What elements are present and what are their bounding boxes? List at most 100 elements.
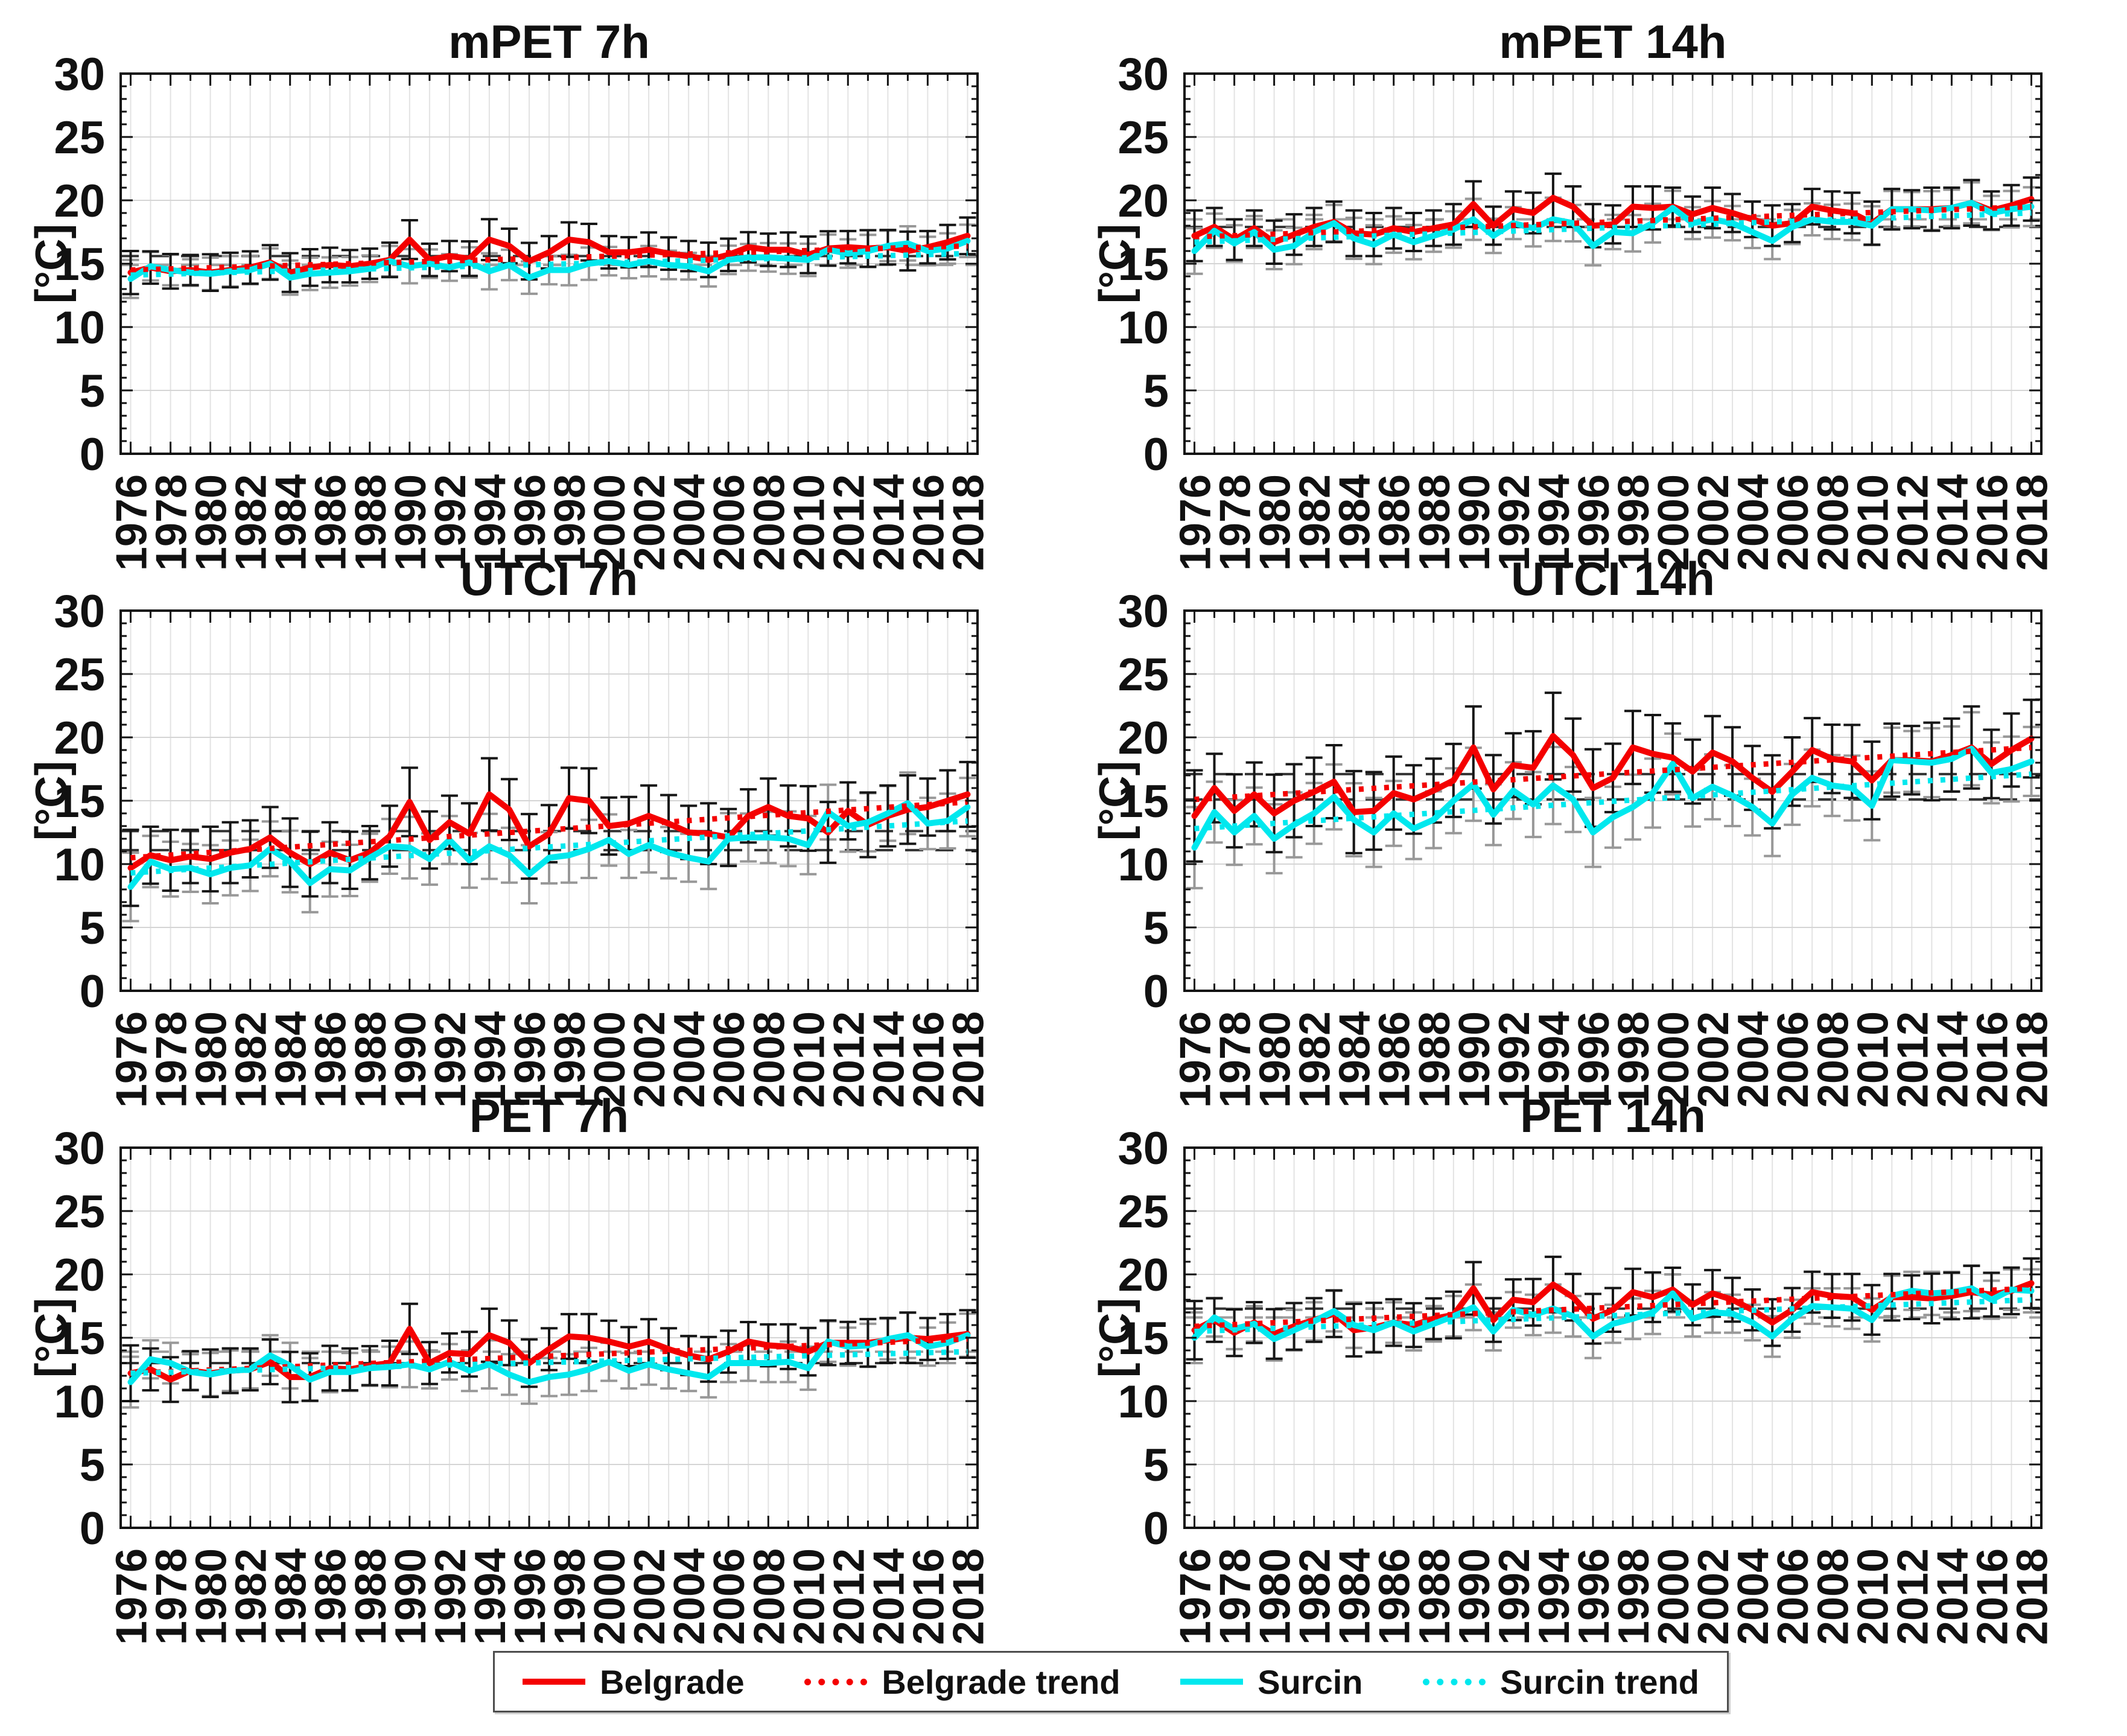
svg-text:10: 10	[1118, 1376, 1169, 1428]
svg-text:2012: 2012	[825, 1011, 873, 1108]
svg-text:2004: 2004	[1729, 1548, 1778, 1645]
svg-text:1984: 1984	[1331, 1011, 1379, 1108]
panel-utci-14h: 0 5 10 15 20 25 30 1976 1978 1980 1982 1984 1986 1988…	[1064, 537, 2127, 1108]
panel-title: PET 7h	[469, 1089, 629, 1142]
svg-text:1998: 1998	[1610, 474, 1658, 571]
svg-text:2016: 2016	[905, 1548, 953, 1645]
svg-text:10: 10	[54, 839, 105, 891]
svg-text:0: 0	[1143, 429, 1169, 480]
svg-text:15: 15	[1118, 1313, 1169, 1364]
svg-text:10: 10	[54, 1376, 105, 1428]
svg-text:2010: 2010	[785, 474, 833, 571]
svg-text:1984: 1984	[1331, 1548, 1379, 1645]
svg-text:2016: 2016	[1968, 474, 2017, 571]
plot-utci-14h: 0 5 10 15 20 25 30 1976197819801982198419861988…	[1118, 586, 2056, 1108]
legend-dotted-red-line-icon	[804, 1678, 868, 1685]
panel-pet-14h: 0 5 10 15 20 25 30 1976 1978 1980 1982 1984 1986 1988…	[1064, 1074, 2127, 1645]
svg-text:2016: 2016	[1968, 1548, 2017, 1645]
svg-text:1976: 1976	[1172, 474, 1220, 571]
svg-text:2018: 2018	[945, 1011, 993, 1108]
svg-text:1978: 1978	[148, 474, 196, 571]
svg-text:1976: 1976	[108, 474, 156, 571]
svg-text:30: 30	[1118, 586, 1169, 637]
svg-text:2010: 2010	[1849, 1548, 1897, 1645]
svg-text:1982: 1982	[227, 474, 276, 571]
svg-text:1996: 1996	[1570, 1548, 1618, 1645]
svg-text:1982: 1982	[1291, 1011, 1340, 1108]
svg-text:0: 0	[1143, 1503, 1169, 1554]
svg-text:2004: 2004	[666, 1011, 714, 1108]
svg-text:1998: 1998	[1610, 1011, 1658, 1108]
svg-text:2000: 2000	[586, 474, 634, 571]
plot-mpet-7h: 0 5 10 15 20 25 30 1976197819801982198419861988…	[54, 49, 993, 571]
svg-text:1980: 1980	[1251, 474, 1300, 571]
svg-text:1990: 1990	[1451, 474, 1499, 571]
svg-text:1992: 1992	[1490, 1548, 1539, 1645]
y-axis-label: [°C]	[1090, 223, 1140, 304]
svg-text:30: 30	[54, 49, 105, 100]
svg-text:2004: 2004	[1729, 1011, 1778, 1108]
svg-text:1994: 1994	[466, 1011, 515, 1108]
svg-text:1976: 1976	[1172, 1011, 1220, 1108]
legend-item-belgrade-trend: Belgrade trend	[804, 1662, 1121, 1702]
svg-text:2016: 2016	[1968, 1011, 2017, 1108]
svg-text:20: 20	[54, 1250, 105, 1301]
svg-text:1976: 1976	[108, 1548, 156, 1645]
svg-text:2010: 2010	[785, 1011, 833, 1108]
svg-text:2000: 2000	[1650, 1011, 1698, 1108]
svg-text:2010: 2010	[1849, 1011, 1897, 1108]
svg-text:30: 30	[1118, 49, 1169, 100]
svg-text:5: 5	[80, 903, 105, 954]
svg-text:1978: 1978	[1212, 1011, 1260, 1108]
y-axis-label: [°C]	[26, 223, 77, 304]
svg-text:30: 30	[54, 586, 105, 637]
svg-text:1980: 1980	[188, 1011, 236, 1108]
svg-text:1984: 1984	[267, 1011, 316, 1108]
svg-text:10: 10	[1118, 839, 1169, 891]
svg-text:2018: 2018	[2009, 1548, 2057, 1645]
svg-text:2012: 2012	[1889, 474, 1937, 571]
svg-text:2006: 2006	[705, 1548, 754, 1645]
svg-text:2018: 2018	[2009, 1011, 2057, 1108]
svg-text:2008: 2008	[745, 474, 793, 571]
svg-text:1992: 1992	[427, 1548, 475, 1645]
svg-text:1980: 1980	[1251, 1548, 1300, 1645]
svg-text:10: 10	[1118, 302, 1169, 354]
svg-text:1984: 1984	[1331, 474, 1379, 571]
svg-text:1978: 1978	[148, 1548, 196, 1645]
svg-text:20: 20	[1118, 1250, 1169, 1301]
svg-text:1992: 1992	[1490, 474, 1539, 571]
svg-text:2016: 2016	[905, 1011, 953, 1108]
svg-text:1996: 1996	[506, 474, 555, 571]
svg-text:0: 0	[80, 429, 105, 480]
svg-text:2006: 2006	[1769, 1011, 1817, 1108]
svg-text:1978: 1978	[148, 1011, 196, 1108]
svg-text:25: 25	[1118, 649, 1169, 701]
svg-text:2014: 2014	[865, 474, 913, 571]
svg-text:2006: 2006	[705, 474, 754, 571]
svg-text:1976: 1976	[108, 1011, 156, 1108]
svg-text:25: 25	[54, 649, 105, 701]
svg-text:1988: 1988	[347, 474, 395, 571]
svg-text:2010: 2010	[785, 1548, 833, 1645]
svg-text:5: 5	[1143, 903, 1169, 954]
svg-text:1986: 1986	[307, 474, 355, 571]
svg-text:2000: 2000	[1650, 474, 1698, 571]
y-axis-label: [°C]	[1090, 1297, 1140, 1378]
legend-solid-red-line-icon	[523, 1679, 585, 1685]
svg-text:25: 25	[54, 1186, 105, 1238]
svg-text:2008: 2008	[745, 1011, 793, 1108]
svg-text:1998: 1998	[1610, 1548, 1658, 1645]
svg-text:1998: 1998	[546, 1011, 594, 1108]
svg-text:1988: 1988	[1411, 1548, 1459, 1645]
svg-text:1990: 1990	[1451, 1548, 1499, 1645]
panel-title: PET 14h	[1520, 1089, 1706, 1142]
svg-text:1992: 1992	[427, 1011, 475, 1108]
svg-text:2008: 2008	[1809, 474, 1857, 571]
svg-text:2004: 2004	[1729, 474, 1778, 571]
svg-text:1988: 1988	[1411, 1011, 1459, 1108]
svg-text:15: 15	[54, 239, 105, 290]
svg-text:1984: 1984	[267, 1548, 316, 1645]
svg-text:2012: 2012	[1889, 1548, 1937, 1645]
